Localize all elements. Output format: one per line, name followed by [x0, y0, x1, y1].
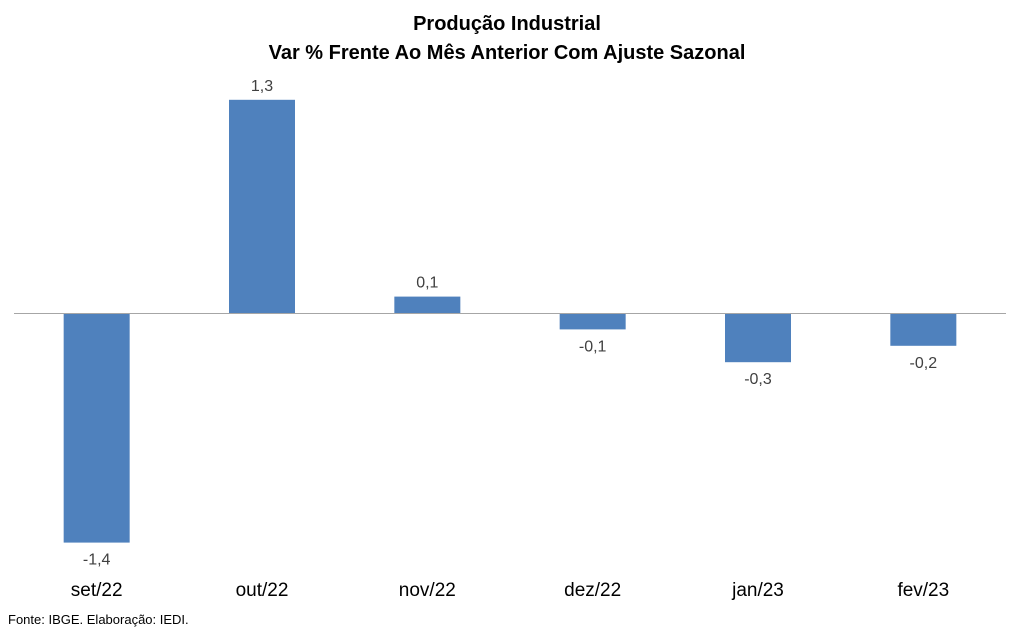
data-label-fev/23: -0,2 — [910, 355, 938, 372]
bar-set/22 — [63, 313, 130, 543]
chart-subtitle: Var % Frente Ao Mês Anterior Com Ajuste … — [268, 42, 746, 64]
data-label-jan/23: -0,3 — [744, 371, 772, 388]
x-tick-label-fev/23: fev/23 — [897, 580, 949, 601]
x-tick-label-dez/22: dez/22 — [564, 580, 621, 601]
data-label-dez/22: -0,1 — [579, 338, 607, 355]
bar-out/22 — [229, 99, 295, 313]
chart-title: Produção Industrial — [413, 13, 601, 35]
bar-jan/23 — [725, 313, 791, 363]
bar-dez/22 — [559, 313, 626, 330]
x-tick-label-out/22: out/22 — [236, 580, 289, 601]
data-label-out/22: 1,3 — [251, 78, 273, 95]
x-tick-label-jan/23: jan/23 — [731, 580, 784, 601]
data-label-nov/22: 0,1 — [416, 275, 438, 292]
bar-nov/22 — [394, 296, 461, 313]
source-note: Fonte: IBGE. Elaboração: IEDI. — [8, 612, 189, 627]
x-tick-label-nov/22: nov/22 — [399, 580, 456, 601]
bar-fev/23 — [890, 313, 957, 346]
x-tick-label-set/22: set/22 — [71, 580, 123, 601]
data-label-set/22: -1,4 — [83, 552, 111, 569]
